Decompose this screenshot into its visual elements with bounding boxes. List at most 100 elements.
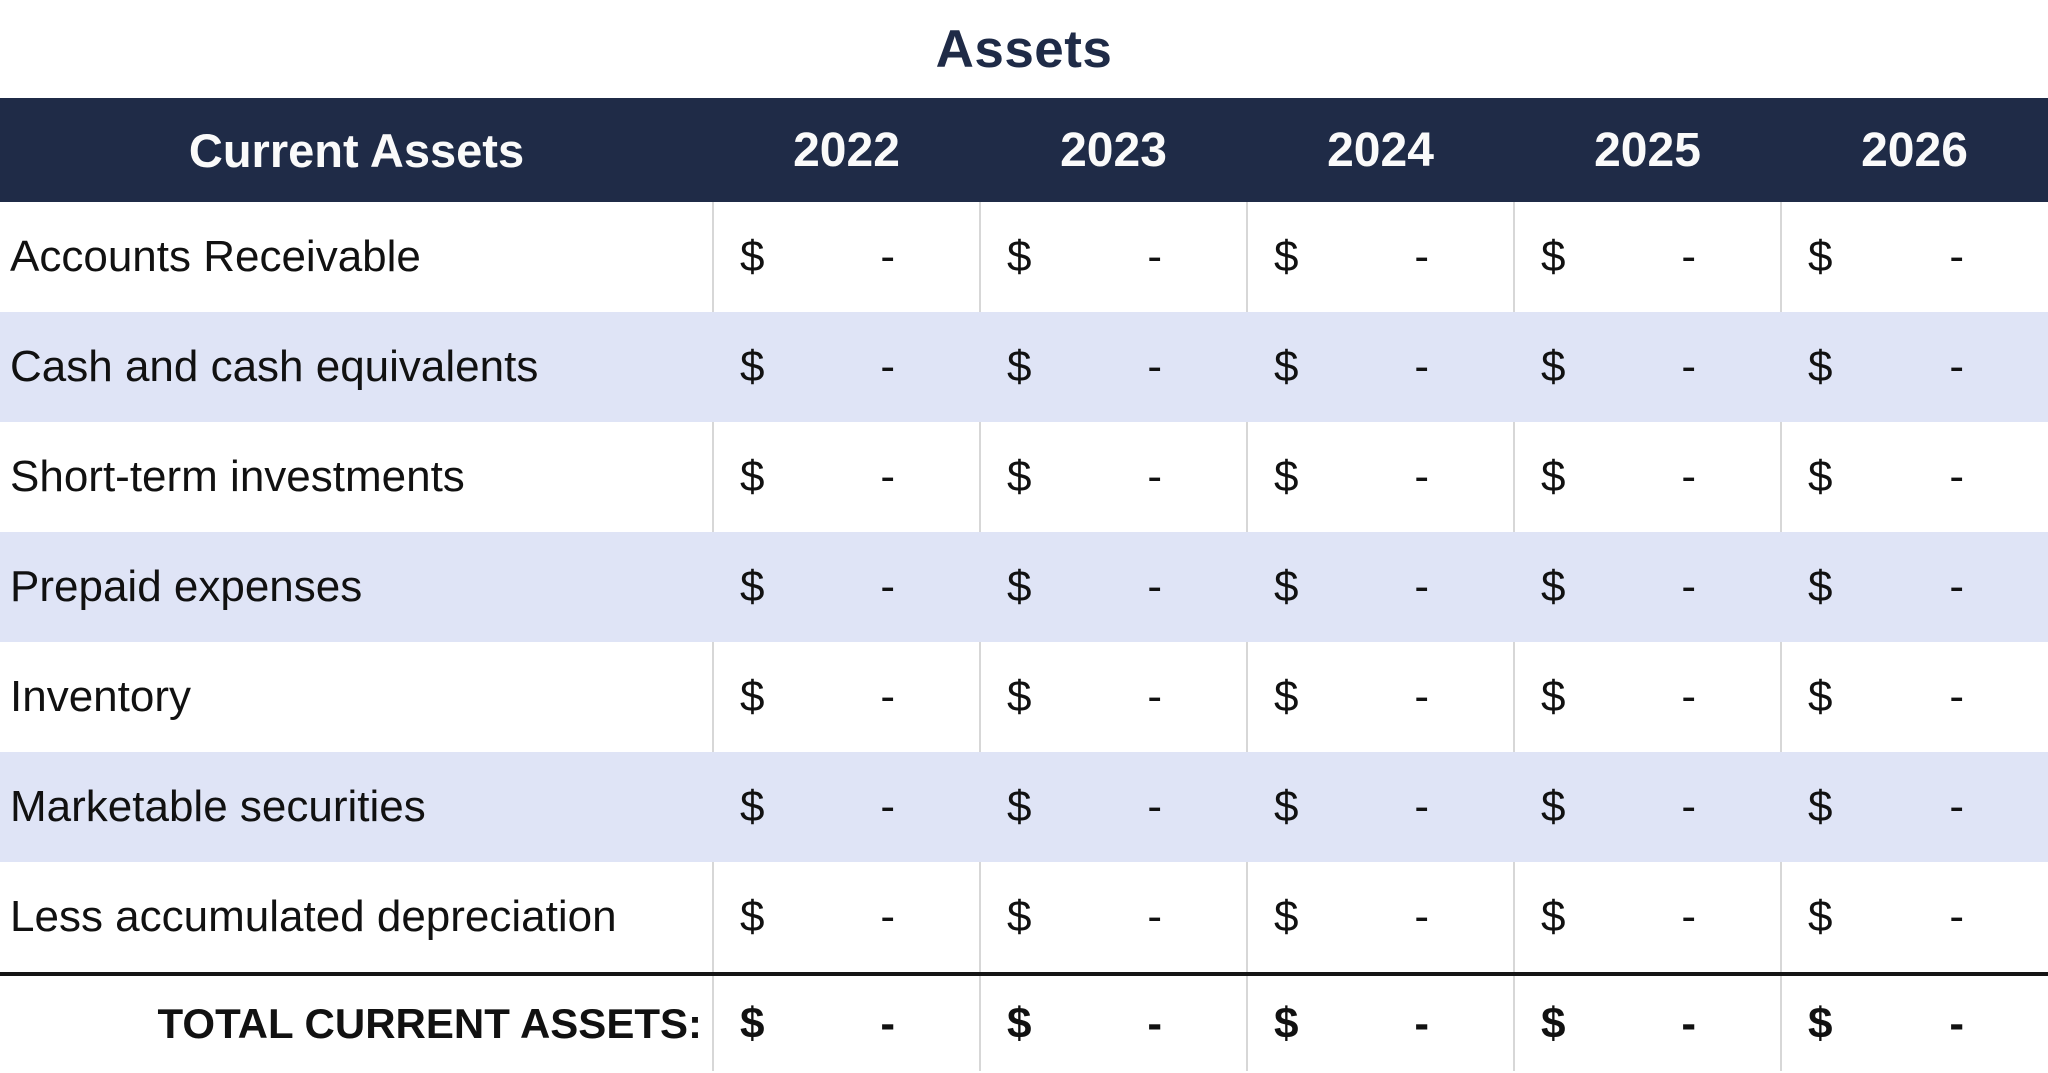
value-cell: $ - bbox=[1780, 532, 2048, 642]
currency-symbol: $ bbox=[1007, 342, 1032, 391]
currency-symbol: $ bbox=[1274, 782, 1299, 831]
currency-symbol: $ bbox=[1808, 892, 1833, 941]
currency-symbol: $ bbox=[740, 672, 765, 721]
currency-symbol: $ bbox=[740, 782, 765, 831]
value-cell: $ - bbox=[712, 862, 980, 974]
currency-symbol: $ bbox=[1541, 562, 1566, 611]
value-cell: $ - bbox=[979, 312, 1247, 422]
amount-value: - bbox=[1147, 892, 1162, 941]
amount-value: - bbox=[1414, 452, 1429, 501]
header-cell-year-2022: 2022 bbox=[713, 98, 980, 202]
value-cell: $ - bbox=[1513, 422, 1781, 532]
amount-value: - bbox=[1414, 342, 1429, 391]
row-label: Short-term investments bbox=[10, 452, 465, 501]
header-cell-current-assets: Current Assets bbox=[0, 98, 713, 202]
amount-value: - bbox=[1147, 452, 1162, 501]
currency-symbol: $ bbox=[1274, 892, 1299, 941]
value-cell: $ - bbox=[979, 532, 1247, 642]
amount-value: - bbox=[1414, 782, 1429, 831]
currency-symbol: $ bbox=[1007, 452, 1032, 501]
currency-symbol: $ bbox=[740, 452, 765, 501]
currency-symbol: $ bbox=[1808, 342, 1833, 391]
header-cell-year-2024: 2024 bbox=[1247, 98, 1514, 202]
amount-value: - bbox=[1949, 782, 1964, 831]
currency-symbol: $ bbox=[1808, 672, 1833, 721]
value-cell: $ - bbox=[1513, 202, 1781, 312]
table-row-marketable-securities: Marketable securities $ - $ - $ - $ - $ - bbox=[0, 752, 2048, 862]
value-cell: $ - bbox=[1513, 642, 1781, 752]
total-value-cell: $ - bbox=[979, 972, 1247, 1071]
currency-symbol: $ bbox=[740, 562, 765, 611]
amount-value: - bbox=[1681, 998, 1696, 1048]
currency-symbol: $ bbox=[1808, 562, 1833, 611]
value-cell: $ - bbox=[1780, 862, 2048, 974]
value-cell: $ - bbox=[979, 862, 1247, 974]
amount-value: - bbox=[1681, 672, 1696, 721]
amount-value: - bbox=[1949, 232, 1964, 281]
value-cell: $ - bbox=[1246, 202, 1514, 312]
value-cell: $ - bbox=[1246, 752, 1514, 862]
amount-value: - bbox=[1681, 342, 1696, 391]
currency-symbol: $ bbox=[740, 998, 765, 1048]
total-value-cell: $ - bbox=[712, 972, 980, 1071]
value-cell: $ - bbox=[1513, 862, 1781, 974]
amount-value: - bbox=[1414, 562, 1429, 611]
amount-value: - bbox=[880, 782, 895, 831]
header-cell-year-2025: 2025 bbox=[1514, 98, 1781, 202]
amount-value: - bbox=[1949, 672, 1964, 721]
currency-symbol: $ bbox=[1274, 452, 1299, 501]
value-cell: $ - bbox=[979, 642, 1247, 752]
assets-table: Current Assets 2022 2023 2024 2025 2026 … bbox=[0, 98, 2048, 1071]
amount-value: - bbox=[1147, 998, 1162, 1048]
value-cell: $ - bbox=[1246, 532, 1514, 642]
table-row-prepaid-expenses: Prepaid expenses $ - $ - $ - $ - $ - bbox=[0, 532, 2048, 642]
row-label: Cash and cash equivalents bbox=[0, 312, 713, 422]
amount-value: - bbox=[1681, 892, 1696, 941]
amount-value: - bbox=[1949, 892, 1964, 941]
value-cell: $ - bbox=[1780, 202, 2048, 312]
currency-symbol: $ bbox=[1541, 452, 1566, 501]
total-row-label: TOTAL CURRENT ASSETS: bbox=[0, 972, 713, 1071]
total-value-cell: $ - bbox=[1513, 972, 1781, 1071]
table-row-short-term-investments: Short-term investments $ - $ - $ - $ - $ - bbox=[0, 422, 2048, 532]
currency-symbol: $ bbox=[1808, 782, 1833, 831]
value-cell: $ - bbox=[1513, 752, 1781, 862]
value-cell: $ - bbox=[1246, 642, 1514, 752]
amount-value: - bbox=[1949, 452, 1964, 501]
value-cell: $ - bbox=[712, 532, 980, 642]
amount-value: - bbox=[1681, 452, 1696, 501]
amount-value: - bbox=[1949, 342, 1964, 391]
value-cell: $ - bbox=[1780, 312, 2048, 422]
amount-value: - bbox=[1147, 232, 1162, 281]
value-cell: $ - bbox=[712, 312, 980, 422]
currency-symbol: $ bbox=[1274, 232, 1299, 281]
amount-value: - bbox=[1949, 998, 1964, 1048]
currency-symbol: $ bbox=[740, 232, 765, 281]
value-cell: $ - bbox=[979, 422, 1247, 532]
header-cell-year-2026: 2026 bbox=[1781, 98, 2048, 202]
amount-value: - bbox=[1949, 562, 1964, 611]
amount-value: - bbox=[1681, 782, 1696, 831]
currency-symbol: $ bbox=[1274, 342, 1299, 391]
currency-symbol: $ bbox=[1541, 892, 1566, 941]
amount-value: - bbox=[880, 892, 895, 941]
total-current-assets-row: TOTAL CURRENT ASSETS: $ - $ - $ - $ - $ - bbox=[0, 972, 2048, 1071]
currency-symbol: $ bbox=[1808, 232, 1833, 281]
table-row-cash-and-cash-equivalents: Cash and cash equivalents $ - $ - $ - $ - $ - bbox=[0, 312, 2048, 422]
currency-symbol: $ bbox=[1274, 562, 1299, 611]
table-row-inventory: Inventory $ - $ - $ - $ - $ - bbox=[0, 642, 2048, 752]
total-value-cell: $ - bbox=[1780, 972, 2048, 1071]
amount-value: - bbox=[1414, 998, 1429, 1048]
amount-value: - bbox=[880, 998, 895, 1048]
value-cell: $ - bbox=[979, 202, 1247, 312]
amount-value: - bbox=[880, 672, 895, 721]
value-cell: $ - bbox=[1246, 422, 1514, 532]
currency-symbol: $ bbox=[1541, 998, 1566, 1048]
value-cell: $ - bbox=[712, 422, 980, 532]
value-cell: $ - bbox=[1780, 422, 2048, 532]
currency-symbol: $ bbox=[1541, 232, 1566, 281]
value-cell: $ - bbox=[712, 202, 980, 312]
value-cell: $ - bbox=[1246, 312, 1514, 422]
row-label: Marketable securities bbox=[0, 752, 713, 862]
currency-symbol: $ bbox=[1808, 452, 1833, 501]
